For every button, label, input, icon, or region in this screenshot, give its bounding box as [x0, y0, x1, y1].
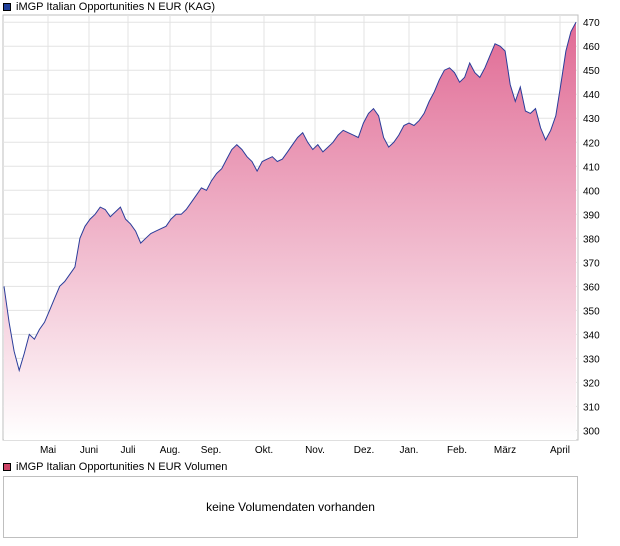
x-tick-label: April — [550, 445, 570, 456]
y-tick-label: 370 — [583, 258, 600, 269]
x-tick-label: Dez. — [354, 445, 375, 456]
price-area — [4, 22, 576, 440]
y-tick-label: 400 — [583, 186, 600, 197]
y-tick-label: 450 — [583, 66, 600, 77]
price-legend-label: iMGP Italian Opportunities N EUR (KAG) — [16, 1, 216, 13]
y-tick-label: 340 — [583, 330, 600, 341]
x-tick-label: Nov. — [305, 445, 325, 456]
y-tick-label: 410 — [583, 162, 600, 173]
axis-labels: 300 310 320 330 340 350 360 370 380 390 400 410 420 4… — [40, 18, 600, 456]
x-tick-label: Juni — [80, 445, 98, 456]
volume-legend: iMGP Italian Opportunities N EUR Volumen — [3, 461, 227, 473]
x-tick-label: Juli — [120, 445, 135, 456]
x-tick-label: Okt. — [255, 445, 273, 456]
y-tick-label: 320 — [583, 378, 600, 389]
y-tick-label: 460 — [583, 42, 600, 53]
price-legend-swatch — [3, 3, 11, 11]
y-tick-label: 310 — [583, 402, 600, 413]
y-tick-label: 390 — [583, 210, 600, 221]
x-tick-label: Feb. — [447, 445, 467, 456]
no-volume-message: keine Volumendaten vorhanden — [206, 500, 375, 514]
volume-legend-label: iMGP Italian Opportunities N EUR Volumen — [16, 461, 228, 473]
x-tick-label: Jan. — [400, 445, 419, 456]
x-tick-label: Mai — [40, 445, 56, 456]
price-line — [3, 21, 577, 373]
x-tick-label: März — [494, 445, 516, 456]
y-tick-label: 470 — [583, 18, 600, 29]
y-tick-label: 420 — [583, 138, 600, 149]
y-tick-label: 300 — [583, 426, 600, 437]
y-tick-label: 380 — [583, 234, 600, 245]
volume-legend-swatch — [3, 463, 11, 471]
price-legend: iMGP Italian Opportunities N EUR (KAG) — [3, 1, 215, 13]
y-tick-label: 440 — [583, 90, 600, 101]
price-chart: 300 310 320 330 340 350 360 370 380 390 400 410 420 4… — [2, 14, 600, 456]
y-tick-label: 350 — [583, 306, 600, 317]
y-tick-label: 360 — [583, 282, 600, 293]
x-tick-label: Aug. — [160, 445, 181, 456]
y-tick-label: 330 — [583, 354, 600, 365]
x-tick-label: Sep. — [201, 445, 222, 456]
y-tick-label: 430 — [583, 114, 600, 125]
volume-panel: keine Volumendaten vorhanden — [3, 476, 578, 538]
